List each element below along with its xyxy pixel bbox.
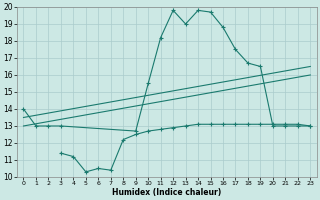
X-axis label: Humidex (Indice chaleur): Humidex (Indice chaleur) bbox=[112, 188, 221, 197]
